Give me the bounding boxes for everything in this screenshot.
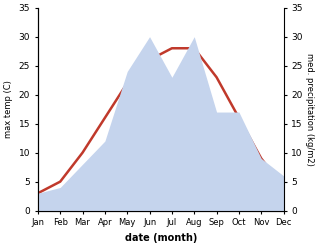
Y-axis label: med. precipitation (kg/m2): med. precipitation (kg/m2) [305, 53, 314, 165]
X-axis label: date (month): date (month) [125, 233, 197, 243]
Y-axis label: max temp (C): max temp (C) [4, 80, 13, 138]
